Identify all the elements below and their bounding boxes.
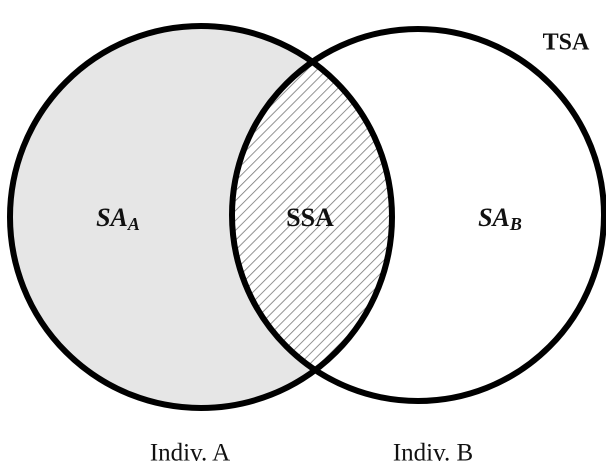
- region-b-label: SAB: [478, 203, 522, 234]
- label-main: SA: [478, 203, 510, 232]
- circle-a: [7, 23, 395, 411]
- individual-label: Indiv. A: [150, 440, 230, 467]
- individual-label: Indiv. B: [393, 440, 473, 467]
- region-shared-label: SSA: [286, 203, 334, 232]
- shared-area: [232, 29, 392, 401]
- label-main: SA: [96, 203, 128, 232]
- label-subscript: A: [127, 214, 140, 234]
- circle-b: [229, 26, 606, 404]
- outer-label: TSA: [543, 30, 590, 56]
- region-a-label: SAA: [96, 203, 140, 234]
- label-subscript: B: [509, 214, 522, 234]
